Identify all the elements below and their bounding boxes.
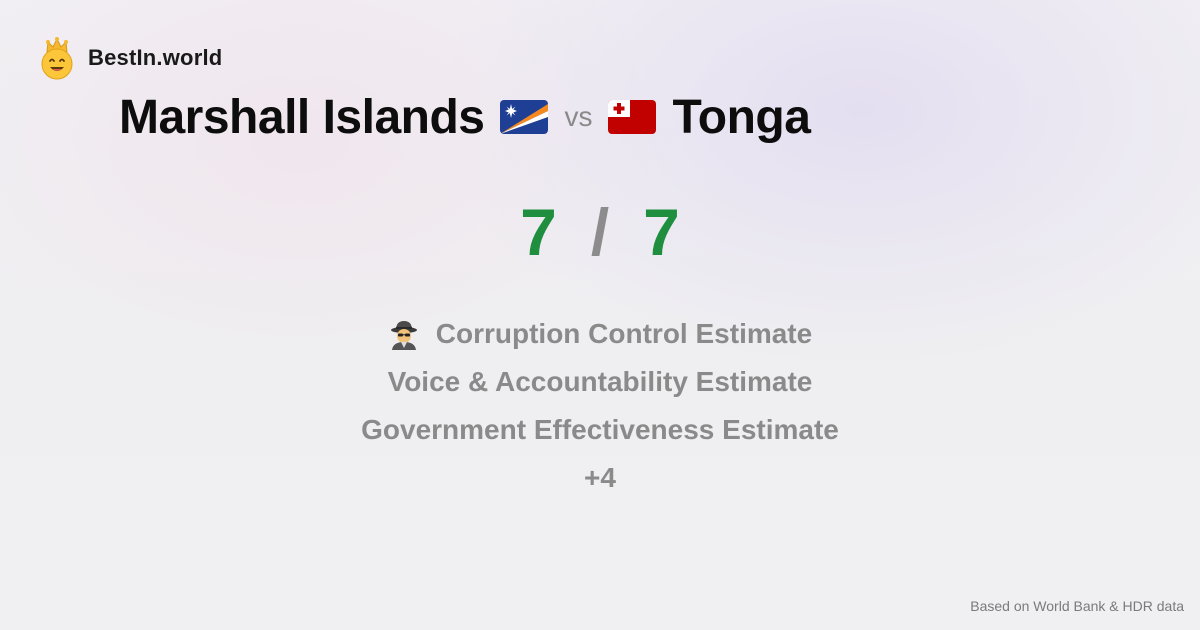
marshall-islands-flag-icon [500,100,549,134]
right-country-name[interactable]: Tonga [672,90,811,144]
score-display: 7 / 7 [0,192,1200,272]
metrics-list: Corruption Control Estimate Voice & Acco… [0,310,1200,502]
score-separator: / [590,195,610,269]
crown-smiley-icon [41,37,73,80]
brand-header[interactable]: BestIn.world [38,36,222,80]
left-score: 7 [520,195,557,269]
metric-label: Government Effectiveness Estimate [361,414,839,445]
more-metrics-link[interactable]: +4 [0,454,1200,502]
metric-item[interactable]: Government Effectiveness Estimate [0,406,1200,454]
spy-icon [390,321,417,350]
comparison-title: Marshall Islands vs Tonga [119,86,811,148]
right-score: 7 [643,195,680,269]
brand-name: BestIn.world [88,45,223,70]
metric-label: Corruption Control Estimate [435,318,813,349]
data-source-note: Based on World Bank & HDR data [970,598,1184,614]
tonga-flag-icon [608,100,657,134]
metric-item[interactable]: Voice & Accountability Estimate [0,358,1200,406]
metric-item[interactable]: Corruption Control Estimate [0,310,1200,358]
more-metrics-count: +4 [584,462,616,493]
versus-label: vs [564,101,593,132]
left-country-name[interactable]: Marshall Islands [119,90,485,144]
metric-label: Voice & Accountability Estimate [387,366,813,397]
